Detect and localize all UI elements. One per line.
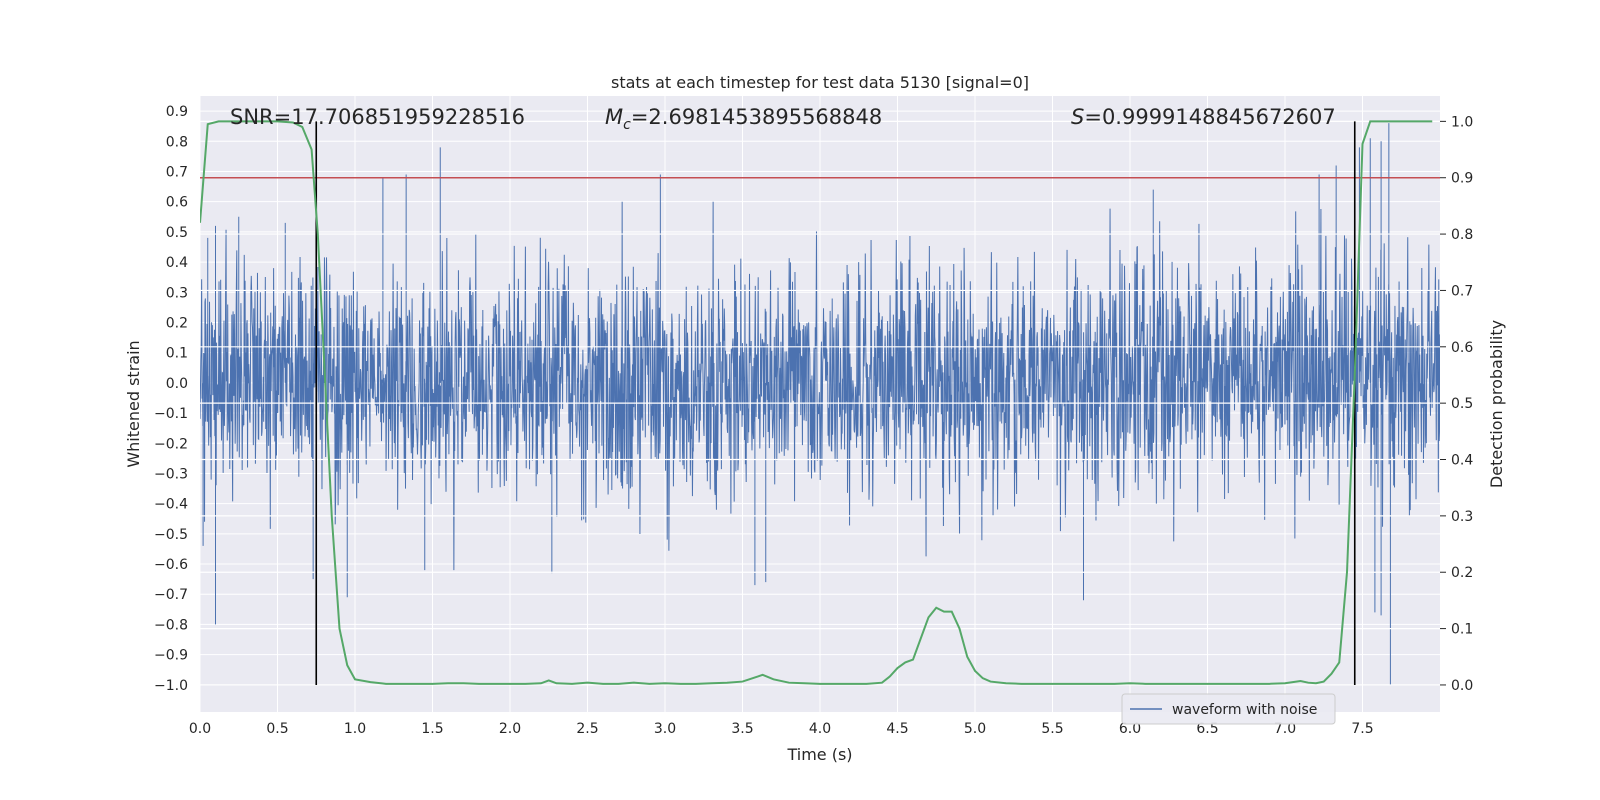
- x-tick-label: 6.5: [1196, 721, 1218, 737]
- y-tick-label: 0.5: [166, 225, 188, 241]
- y2-tick-label: 0.5: [1451, 396, 1473, 412]
- s-symbol: S: [1071, 105, 1084, 129]
- y-axis-label: Whitened strain: [124, 340, 143, 467]
- y2-tick-label: 0.6: [1451, 340, 1473, 356]
- y-tick-label: 0.2: [166, 315, 188, 331]
- y2-tick-label: 0.9: [1451, 171, 1473, 187]
- y-tick-label: −0.9: [154, 648, 188, 664]
- x-tick-label: 5.5: [1041, 721, 1063, 737]
- y2-tick-label: 0.4: [1451, 453, 1473, 469]
- y-tick-label: −0.1: [154, 406, 188, 422]
- y-tick-label: −0.2: [154, 436, 188, 452]
- x-tick-label: 4.5: [886, 721, 908, 737]
- x-tick-label: 2.5: [576, 721, 598, 737]
- y-tick-label: 0.6: [166, 195, 188, 211]
- chirp-mass-symbol: M: [605, 105, 623, 129]
- y2-tick-label: 0.7: [1451, 283, 1473, 299]
- chirp-mass-subscript: c: [623, 117, 631, 133]
- x-tick-label: 7.5: [1351, 721, 1373, 737]
- y2-tick-label: 0.0: [1451, 678, 1473, 694]
- y-tick-label: −0.6: [154, 557, 188, 573]
- y2-tick-label: 0.2: [1451, 565, 1473, 581]
- x-tick-label: 4.0: [809, 721, 831, 737]
- detection-probability-series: [200, 120, 1433, 685]
- y-tick-labels: 0.9 0.8 0.7 0.6 0.5 0.4 0.3 0.2 0.1 0.0 −0.1 −0.2 −0…: [154, 104, 188, 694]
- x-tick-label: 0.0: [189, 721, 211, 737]
- y-tick-label: −0.4: [154, 497, 188, 513]
- y-tick-label: −1.0: [154, 678, 188, 694]
- y2-tick-labels: 1.0 0.9 0.8 0.7 0.6 0.5 0.4 0.3 0.2 0.1 0.0: [1440, 114, 1473, 694]
- y-tick-label: −0.7: [154, 587, 188, 603]
- x-tick-label: 0.5: [266, 721, 288, 737]
- x-tick-label: 6.0: [1119, 721, 1141, 737]
- y2-axis-label: Detection probability: [1487, 320, 1506, 488]
- x-tick-label: 1.5: [421, 721, 443, 737]
- y2-tick-label: 0.8: [1451, 227, 1473, 243]
- x-tick-label: 2.0: [499, 721, 521, 737]
- y-tick-label: −0.5: [154, 527, 188, 543]
- x-tick-label: 5.0: [964, 721, 986, 737]
- y2-tick-label: 1.0: [1451, 114, 1473, 130]
- y-tick-label: 0.0: [166, 376, 188, 392]
- x-tick-label: 3.0: [654, 721, 676, 737]
- y-tick-label: 0.9: [166, 104, 188, 120]
- snr-annotation: SNR=17.706851959228516: [230, 105, 525, 129]
- chirp-mass-annotation: Mc=2.6981453895568848: [605, 105, 882, 133]
- y-tick-label: 0.4: [166, 255, 188, 271]
- y-tick-label: −0.3: [154, 466, 188, 482]
- y-tick-label: 0.3: [166, 285, 188, 301]
- y-tick-label: −0.8: [154, 617, 188, 633]
- x-axis-label: Time (s): [786, 745, 852, 764]
- y2-tick-label: 0.1: [1451, 622, 1473, 638]
- y-tick-label: 0.1: [166, 346, 188, 362]
- x-tick-label: 7.0: [1274, 721, 1296, 737]
- chart-title: stats at each timestep for test data 513…: [611, 73, 1029, 92]
- x-tick-labels: 0.0 0.5 1.0 1.5 2.0 2.5 3.0 3.5 4.0 4.5 5.0 5.5 6.0 6…: [189, 721, 1374, 737]
- y-tick-label: 0.8: [166, 134, 188, 150]
- chirp-mass-value: =2.6981453895568848: [631, 105, 882, 129]
- s-annotation: S=0.9999148845672607: [1071, 105, 1336, 129]
- x-tick-label: 3.5: [731, 721, 753, 737]
- legend-label-waveform: waveform with noise: [1172, 702, 1317, 718]
- y-tick-label: 0.7: [166, 164, 188, 180]
- x-tick-label: 1.0: [344, 721, 366, 737]
- y2-tick-label: 0.3: [1451, 509, 1473, 525]
- s-value: =0.9999148845672607: [1084, 105, 1335, 129]
- legend: waveform with noise: [1121, 693, 1336, 725]
